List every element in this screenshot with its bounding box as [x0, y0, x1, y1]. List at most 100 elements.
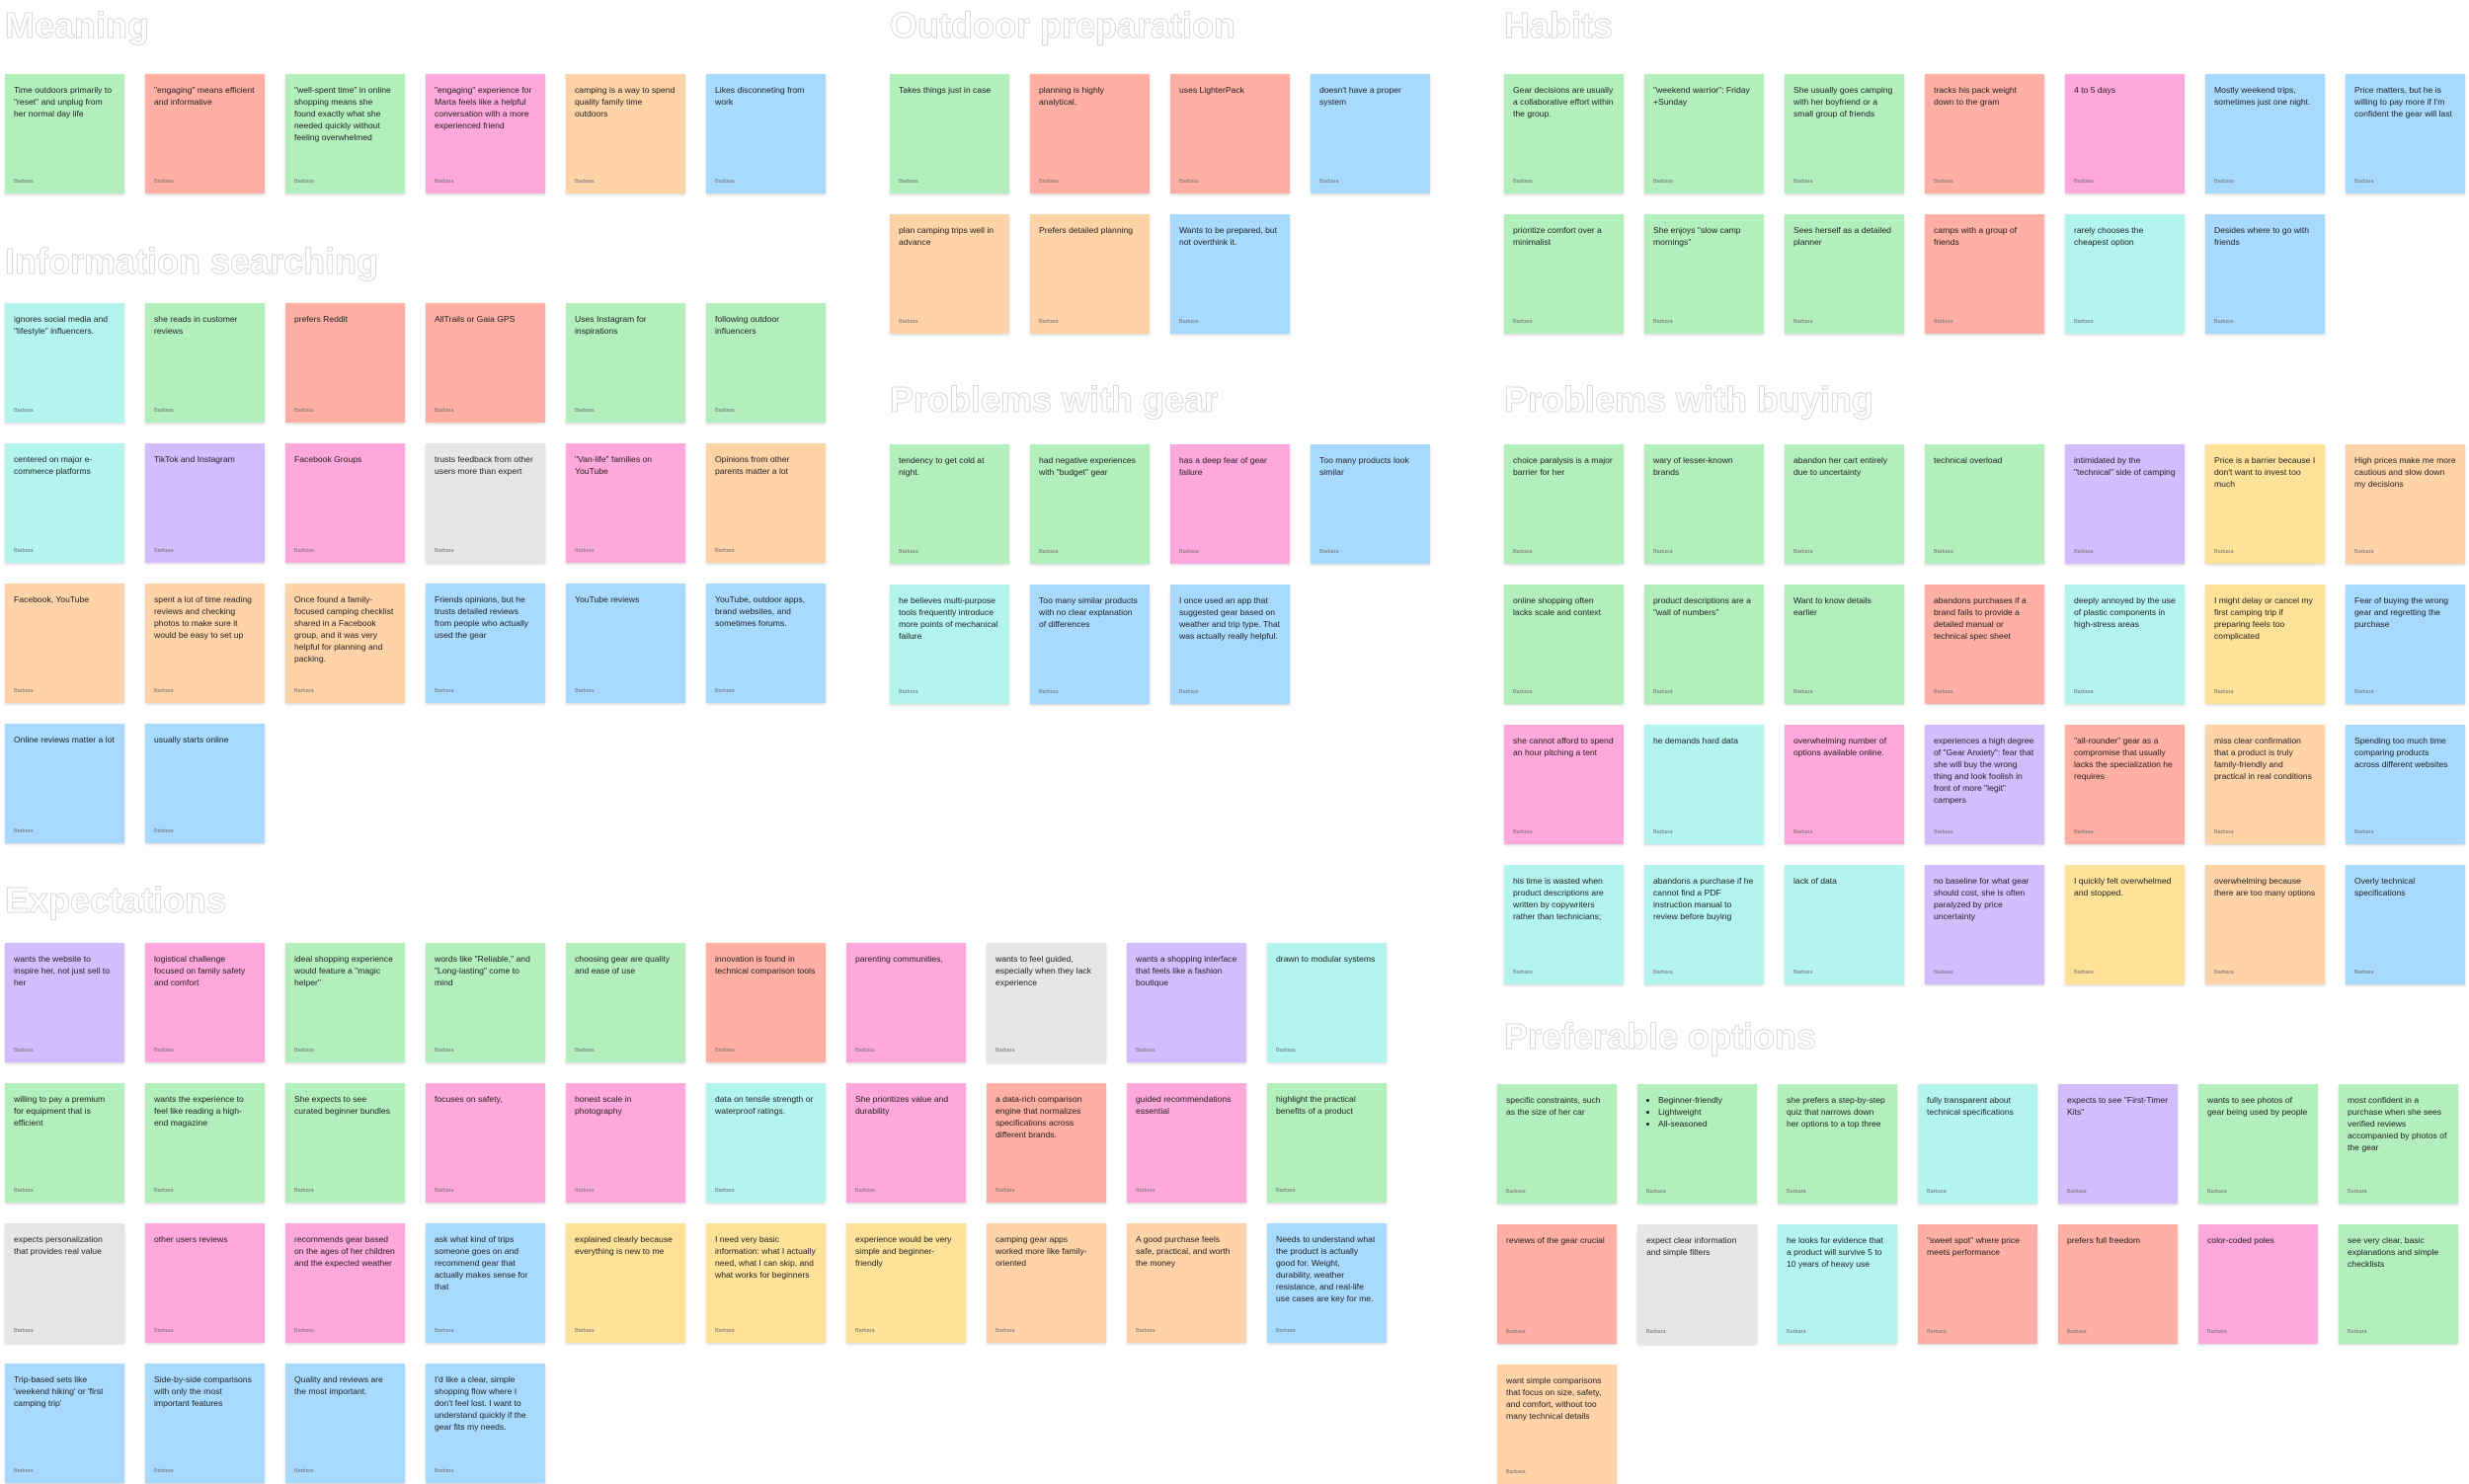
sticky-note[interactable]: expect clear information and simple filt…: [1637, 1224, 1757, 1344]
sticky-note[interactable]: honest scale in photography Barbara: [566, 1083, 685, 1203]
sticky-note[interactable]: he demands hard data Barbara: [1644, 725, 1764, 844]
sticky-note[interactable]: prefers Reddit Barbara: [285, 303, 405, 423]
sticky-note[interactable]: see very clear, basic explanations and s…: [2339, 1224, 2458, 1344]
sticky-note[interactable]: Want to know details earlier Barbara: [1785, 585, 1904, 704]
sticky-note[interactable]: his time is wasted when product descript…: [1504, 865, 1624, 984]
sticky-note[interactable]: "Van-life" families on YouTube Barbara: [566, 443, 685, 563]
sticky-note[interactable]: TikTok and Instagram Barbara: [145, 443, 265, 563]
sticky-note[interactable]: Too many products look similar Barbara: [1311, 444, 1430, 564]
sticky-note[interactable]: color-coded poles Barbara: [2198, 1224, 2318, 1344]
sticky-note[interactable]: wants to feel guided, especially when th…: [987, 943, 1106, 1062]
sticky-note[interactable]: planning is highly analytical, Barbara: [1030, 74, 1150, 194]
sticky-note[interactable]: Uses Instagram for inspirations Barbara: [566, 303, 685, 423]
sticky-note[interactable]: "sweet spot" where price meets performan…: [1918, 1224, 2037, 1344]
sticky-note[interactable]: I once used an app that suggested gear b…: [1170, 585, 1290, 704]
sticky-note[interactable]: Facebook, YouTube Barbara: [5, 584, 124, 703]
sticky-note[interactable]: innovation is found in technical compari…: [706, 943, 826, 1062]
sticky-note[interactable]: overwhelming number of options available…: [1785, 725, 1904, 844]
sticky-note[interactable]: Takes things just in case Barbara: [890, 74, 1009, 194]
sticky-note[interactable]: AllTrails or Gaia GPS Barbara: [426, 303, 545, 423]
sticky-note[interactable]: product descriptions are a "wall of numb…: [1644, 585, 1764, 704]
sticky-note[interactable]: he believes multi-purpose tools frequent…: [890, 585, 1009, 704]
sticky-note[interactable]: She usually goes camping with her boyfri…: [1785, 74, 1904, 194]
sticky-note[interactable]: Too many similar products with no clear …: [1030, 585, 1150, 704]
sticky-note[interactable]: recommends gear based on the ages of her…: [285, 1223, 405, 1343]
sticky-note[interactable]: tendency to get cold at night. Barbara: [890, 444, 1009, 564]
sticky-note[interactable]: Mostly weekend trips, sometimes just one…: [2205, 74, 2325, 194]
sticky-note[interactable]: 4 to 5 days Barbara: [2065, 74, 2185, 194]
sticky-note[interactable]: abandon her cart entirely due to uncerta…: [1785, 444, 1904, 564]
sticky-note[interactable]: lack of data Barbara: [1785, 865, 1904, 984]
sticky-note[interactable]: abandons purchases if a brand fails to p…: [1925, 585, 2044, 704]
sticky-note[interactable]: highlight the practical benefits of a pr…: [1267, 1083, 1387, 1203]
sticky-note[interactable]: technical overload Barbara: [1925, 444, 2044, 564]
sticky-note[interactable]: I'd like a clear, simple shopping flow w…: [426, 1364, 545, 1483]
sticky-note[interactable]: specific constraints, such as the size o…: [1497, 1084, 1617, 1204]
sticky-note[interactable]: Wants to be prepared, but not overthink …: [1170, 214, 1290, 334]
sticky-note[interactable]: expects personalization that provides re…: [5, 1223, 124, 1343]
sticky-note[interactable]: prioritize comfort over a minimalist Barb…: [1504, 214, 1624, 334]
sticky-note[interactable]: Facebook Groups Barbara: [285, 443, 405, 563]
sticky-note[interactable]: camping gear apps worked more like famil…: [987, 1223, 1106, 1343]
sticky-note[interactable]: A good purchase feels safe, practical, a…: [1127, 1223, 1246, 1343]
sticky-note[interactable]: "engaging" means efficient and informati…: [145, 74, 265, 194]
sticky-note[interactable]: Desides where to go with friends Barbara: [2205, 214, 2325, 334]
sticky-note[interactable]: She expects to see curated beginner bund…: [285, 1083, 405, 1203]
sticky-note[interactable]: wants to see photos of gear being used b…: [2198, 1084, 2318, 1204]
sticky-note[interactable]: usually starts online Barbara: [145, 724, 265, 843]
sticky-note[interactable]: ignores social media and "lifestyle" inf…: [5, 303, 124, 423]
sticky-note[interactable]: "weekend warrior": Friday +Sunday Barbara: [1644, 74, 1764, 194]
sticky-note[interactable]: deeply annoyed by the use of plastic com…: [2065, 585, 2185, 704]
sticky-note[interactable]: Friends opinions, but he trusts detailed…: [426, 584, 545, 703]
sticky-note[interactable]: ideal shopping experience would feature …: [285, 943, 405, 1062]
sticky-note[interactable]: Beginner-friendlyLightweightAll-seasoned…: [1637, 1084, 1757, 1204]
sticky-note[interactable]: YouTube reviews Barbara: [566, 584, 685, 703]
sticky-note[interactable]: "all-rounder" gear as a compromise that …: [2065, 725, 2185, 844]
sticky-note[interactable]: choice paralysis is a major barrier for …: [1504, 444, 1624, 564]
sticky-note[interactable]: Quality and reviews are the most importa…: [285, 1364, 405, 1483]
sticky-note[interactable]: words like "Reliable," and "Long-lasting…: [426, 943, 545, 1062]
sticky-note[interactable]: prefers full freedom Barbara: [2058, 1224, 2178, 1344]
sticky-note[interactable]: drawn to modular systems Barbara: [1267, 943, 1387, 1062]
sticky-note[interactable]: wary of lesser-known brands Barbara: [1644, 444, 1764, 564]
sticky-note[interactable]: focuses on safety, Barbara: [426, 1083, 545, 1203]
sticky-note[interactable]: uses LighterPack Barbara: [1170, 74, 1290, 194]
sticky-note[interactable]: Price matters, but he is willing to pay …: [2346, 74, 2465, 194]
sticky-note[interactable]: experiences a high degree of "Gear Anxie…: [1925, 725, 2044, 844]
sticky-note[interactable]: fully transparent about technical specif…: [1918, 1084, 2037, 1204]
sticky-note[interactable]: Likes disconneting from work Barbara: [706, 74, 826, 194]
sticky-note[interactable]: Time outdoors primarily to "reset" and u…: [5, 74, 124, 194]
sticky-note[interactable]: wants a shopping interface that feels li…: [1127, 943, 1246, 1062]
sticky-note[interactable]: spent a lot of time reading reviews and …: [145, 584, 265, 703]
sticky-note[interactable]: camping is a way to spend quality family…: [566, 74, 685, 194]
sticky-note[interactable]: I might delay or cancel my first camping…: [2205, 585, 2325, 704]
sticky-note[interactable]: online shopping often lacks scale and co…: [1504, 585, 1624, 704]
sticky-note[interactable]: intimidated by the "technical" side of c…: [2065, 444, 2185, 564]
sticky-note[interactable]: Trip-based sets like 'weekend hiking' or…: [5, 1364, 124, 1483]
sticky-note[interactable]: centered on major e-commerce platforms Ba…: [5, 443, 124, 563]
sticky-note[interactable]: she reads in customer reviews Barbara: [145, 303, 265, 423]
sticky-note[interactable]: other users reviews Barbara: [145, 1223, 265, 1343]
sticky-note[interactable]: Price is a barrier because I don't want …: [2205, 444, 2325, 564]
sticky-note[interactable]: wants the experience to feel like readin…: [145, 1083, 265, 1203]
sticky-note[interactable]: she cannot afford to spend an hour pitch…: [1504, 725, 1624, 844]
sticky-note[interactable]: logistical challenge focused on family s…: [145, 943, 265, 1062]
sticky-note[interactable]: Side-by-side comparisons with only the m…: [145, 1364, 265, 1483]
sticky-note[interactable]: plan camping trips well in advance Barbar…: [890, 214, 1009, 334]
sticky-note[interactable]: rarely chooses the cheapest option Barbar…: [2065, 214, 2185, 334]
sticky-note[interactable]: Spending too much time comparing product…: [2346, 725, 2465, 844]
sticky-note[interactable]: want simple comparisons that focus on si…: [1497, 1365, 1617, 1484]
sticky-note[interactable]: experience would be very simple and begi…: [846, 1223, 966, 1343]
sticky-note[interactable]: Fear of buying the wrong gear and regret…: [2346, 585, 2465, 704]
sticky-note[interactable]: reviews of the gear crucial Barbara: [1497, 1224, 1617, 1344]
sticky-note[interactable]: abandons a purchase if he cannot find a …: [1644, 865, 1764, 984]
sticky-note[interactable]: Gear decisions are usually a collaborati…: [1504, 74, 1624, 194]
sticky-note[interactable]: I need very basic information: what I ac…: [706, 1223, 826, 1343]
sticky-note[interactable]: doesn't have a proper system Barbara: [1311, 74, 1430, 194]
sticky-note[interactable]: Needs to understand what the product is …: [1267, 1223, 1387, 1343]
sticky-note[interactable]: has a deep fear of gear failure Barbara: [1170, 444, 1290, 564]
sticky-note[interactable]: Sees herself as a detailed planner Barbar…: [1785, 214, 1904, 334]
sticky-note[interactable]: She enjoys "slow camp mornings" Barbara: [1644, 214, 1764, 334]
sticky-note[interactable]: he looks for evidence that a product wil…: [1778, 1224, 1897, 1344]
